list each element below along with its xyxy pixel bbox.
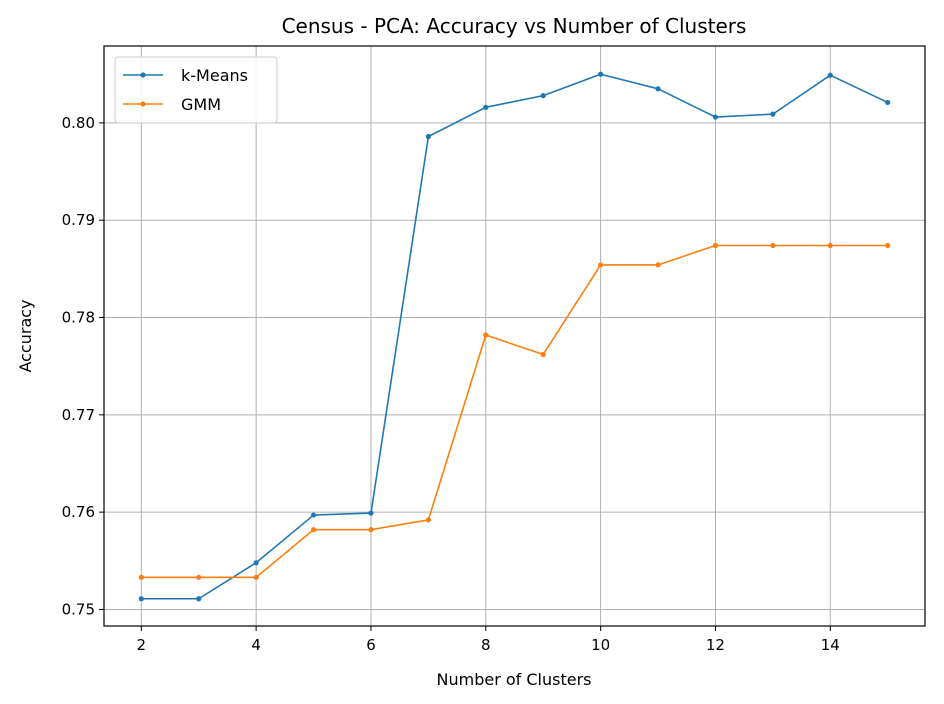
data-point-gmm [655,262,661,268]
y-tick-label: 0.78 [62,309,95,327]
plot-frame [103,45,926,627]
data-point-gmm [138,574,144,580]
plot-area: 2 4 6 8 10 12 14 0.75 0.76 0.77 0.78 0.79 0.80 k-Mea… [62,45,926,654]
series-layer [138,71,891,602]
data-point-gmm [310,527,317,533]
data-point-k-means [196,596,202,602]
data-point-k-means [770,111,776,117]
data-point-k-means [598,71,604,77]
data-point-gmm [598,262,604,268]
data-point-k-means [310,512,317,518]
legend-box [114,56,278,124]
x-tick-label: 2 [137,636,147,654]
data-point-gmm [196,574,202,580]
data-point-k-means [368,510,374,516]
legend-marker-gmm [140,101,146,107]
legend: k-Means GMM [114,56,278,124]
data-point-k-means [138,596,144,602]
data-point-gmm [770,242,776,249]
x-axis-label: Number of Clusters [437,670,592,689]
y-tick-label: 0.75 [62,600,95,618]
series-line-gmm [141,244,888,579]
x-tick-label: 8 [481,636,491,654]
data-point-k-means [483,104,489,110]
x-tick-label: 12 [706,636,725,654]
x-tick-label: 14 [821,636,840,654]
y-tick-label: 0.79 [62,211,95,229]
data-point-gmm [253,574,259,580]
grid-layer [104,46,925,626]
y-tick-label: 0.76 [62,503,95,521]
x-tick-label: 10 [591,636,610,654]
legend-label-gmm: GMM [181,95,221,114]
data-point-gmm [712,242,719,249]
data-point-k-means [540,93,546,99]
legend-label-k-means: k-Means [181,66,248,85]
x-tick-label: 6 [366,636,376,654]
data-point-gmm [827,242,833,249]
series-gmm [138,242,891,580]
data-point-k-means [655,86,661,92]
chart-title: Census - PCA: Accuracy vs Number of Clus… [282,14,747,38]
data-point-gmm [885,242,891,249]
legend-marker-k-means [140,72,146,78]
data-point-gmm [483,332,489,338]
data-point-k-means [712,114,719,120]
data-point-k-means [253,560,259,566]
data-point-k-means [885,99,891,106]
data-point-gmm [540,351,546,358]
data-point-gmm [368,527,374,533]
data-point-k-means [827,72,833,78]
x-tick-label: 4 [251,636,261,654]
series-k-means [138,71,891,602]
y-axis-label: Accuracy [16,299,35,372]
data-point-k-means [425,133,431,140]
y-tick-label: 0.77 [62,406,95,424]
tick-layer: 2 4 6 8 10 12 14 0.75 0.76 0.77 0.78 0.79 0.80 [62,114,840,654]
series-line-k-means [141,73,889,600]
data-point-gmm [425,517,431,523]
y-tick-label: 0.80 [62,114,95,132]
